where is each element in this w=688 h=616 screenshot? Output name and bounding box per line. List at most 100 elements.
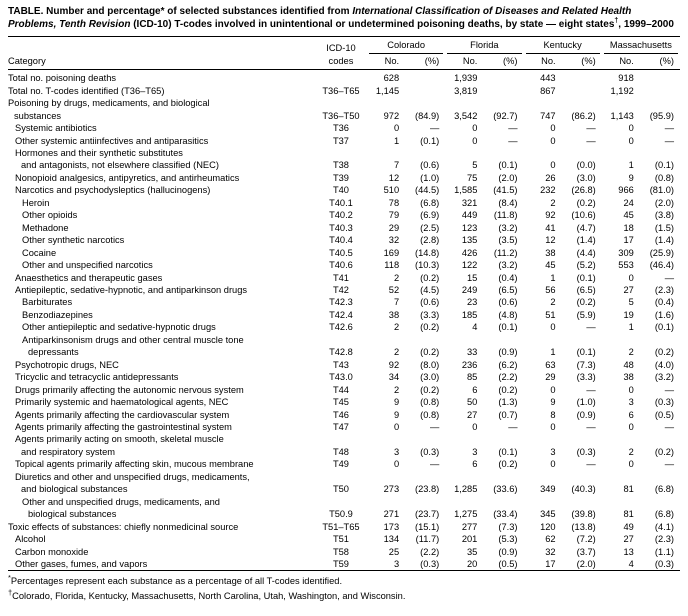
category-cell: Anaesthetics and therapeutic gases: [15, 272, 163, 283]
count-cell: 236: [461, 359, 478, 370]
percent-cell: —: [664, 135, 674, 146]
count-cell: 56: [545, 284, 556, 295]
column-header-state-colorado: Colorado: [367, 37, 445, 54]
count-cell: 8: [550, 409, 556, 420]
count-cell: 1: [550, 347, 556, 358]
icd-code-cell: T51–T65: [322, 521, 360, 532]
percent-cell: (6.8): [654, 484, 674, 495]
count-cell: 0: [628, 384, 634, 395]
count-cell: 52: [388, 284, 400, 295]
count-cell: 49: [623, 521, 634, 532]
percent-cell: (1.0): [576, 397, 596, 408]
percent-cell: (6.2): [498, 359, 518, 370]
count-cell: 63: [545, 359, 556, 370]
percent-cell: (0.5): [654, 409, 674, 420]
percent-cell: (0.6): [420, 297, 440, 308]
count-cell: 3: [550, 446, 556, 457]
count-cell: 5: [628, 297, 634, 308]
percent-cell: (0.2): [654, 347, 674, 358]
percent-cell: (0.2): [420, 272, 440, 283]
footnote-states: †Colorado, Florida, Kentucky, Massachuse…: [8, 588, 680, 602]
count-cell: 4: [472, 322, 478, 333]
percent-cell: [401, 70, 445, 85]
table-row: Systemic antibiotics T36 0 — 0 — 0 — 0 —: [8, 122, 680, 134]
count-cell: 41: [545, 222, 556, 233]
icd-code-cell: T47: [332, 421, 349, 432]
category-cell: Nonopioid analgesics, antipyretics, and …: [15, 172, 240, 183]
percent-cell: —: [508, 135, 518, 146]
footnote-percentages: *Percentages represent each substance as…: [8, 573, 680, 587]
percent-cell: —: [586, 135, 596, 146]
count-cell: 277: [461, 521, 478, 532]
table-row: Other and unspecified narcotics T40.6 118 (…: [8, 259, 680, 271]
count-cell: 0: [472, 123, 478, 134]
category-cell: Agents primarily affecting the cardiovas…: [15, 409, 230, 420]
percent-cell: (14.8): [414, 247, 440, 258]
count-cell: 75: [467, 172, 478, 183]
percent-cell: (2.5): [420, 222, 440, 233]
count-cell: 50: [467, 397, 478, 408]
category-cell: Poisoning by drugs, medicaments, and bio…: [8, 98, 210, 121]
percent-cell: (23.7): [414, 509, 440, 520]
count-cell: 1,143: [610, 110, 634, 121]
percent-cell: (0.3): [654, 397, 674, 408]
percent-cell: (0.8): [420, 409, 440, 420]
percent-cell: (11.7): [415, 534, 440, 545]
percent-cell: (5.2): [576, 260, 596, 271]
count-cell: 3: [472, 446, 478, 457]
percent-cell: (3.2): [498, 260, 518, 271]
category-cell: Narcotics and psychodysleptics (hallucin…: [15, 185, 211, 196]
percent-cell: (0.3): [420, 446, 440, 457]
icd-code-cell: T38: [332, 160, 349, 171]
percent-cell: —: [664, 272, 674, 283]
table-row: Narcotics and psychodysleptics (hallucin…: [8, 184, 680, 196]
icd-code-cell: T40: [332, 185, 349, 196]
category-cell: Diuretics and other and unspecified drug…: [15, 471, 250, 495]
icd-code-cell: T40.1: [329, 197, 353, 208]
column-header-category: Category: [8, 55, 46, 66]
count-cell: 3: [393, 446, 400, 457]
count-cell: 1,585: [454, 185, 478, 196]
count-cell: 1: [628, 322, 634, 333]
percent-cell: (0.9): [498, 546, 518, 557]
column-header-pct-colorado: (%): [424, 55, 440, 66]
count-cell: 9: [393, 409, 400, 420]
table-row: Diuretics and other and unspecified drug…: [8, 471, 680, 496]
count-cell: 1,145: [375, 85, 400, 96]
footnotes: *Percentages represent each substance as…: [8, 573, 680, 601]
category-cell: Other antiepileptic and sedative-hypnoti…: [22, 322, 216, 333]
table-row: Antiepileptic, sedative-hypnotic, and an…: [8, 284, 680, 296]
percent-cell: (0.3): [654, 558, 674, 569]
percent-cell: (6.5): [576, 284, 596, 295]
column-header-no-massachusetts: No.: [619, 55, 634, 66]
percent-cell: (40.3): [571, 484, 596, 495]
icd-code-cell: T51: [332, 534, 349, 545]
percent-cell: (2.2): [420, 546, 440, 557]
percent-cell: (0.2): [654, 446, 674, 457]
count-cell: 32: [545, 546, 556, 557]
percent-cell: (2.0): [498, 172, 518, 183]
table-row: Primarily systemic and haematological ag…: [8, 396, 680, 408]
count-cell: 449: [461, 210, 478, 221]
table-header: Category ICD-10 codes Colorado Florida K…: [8, 37, 680, 70]
count-cell: 0: [472, 421, 478, 432]
percent-cell: (0.2): [420, 347, 440, 358]
count-cell: 3: [393, 558, 400, 569]
column-header-state-kentucky: Kentucky: [524, 37, 602, 54]
percent-cell: (3.3): [420, 309, 440, 320]
count-cell: 628: [383, 73, 400, 84]
count-cell: 0: [550, 123, 556, 134]
icd-code-cell: T42.4: [329, 309, 353, 320]
icd-code-cell: T37: [332, 135, 349, 146]
count-cell: 553: [618, 260, 634, 271]
percent-cell: (15.1): [414, 521, 440, 532]
count-cell: 201: [461, 534, 478, 545]
count-cell: 13: [623, 546, 634, 557]
count-cell: 17: [545, 558, 556, 569]
column-header-no-colorado: No.: [384, 55, 400, 66]
percent-cell: (1.4): [654, 235, 674, 246]
count-cell: 1: [393, 135, 400, 146]
percent-cell: (0.1): [654, 322, 674, 333]
table-row: Agents primarily affecting the cardiovas…: [8, 409, 680, 421]
category-cell: Methadone: [22, 222, 69, 233]
